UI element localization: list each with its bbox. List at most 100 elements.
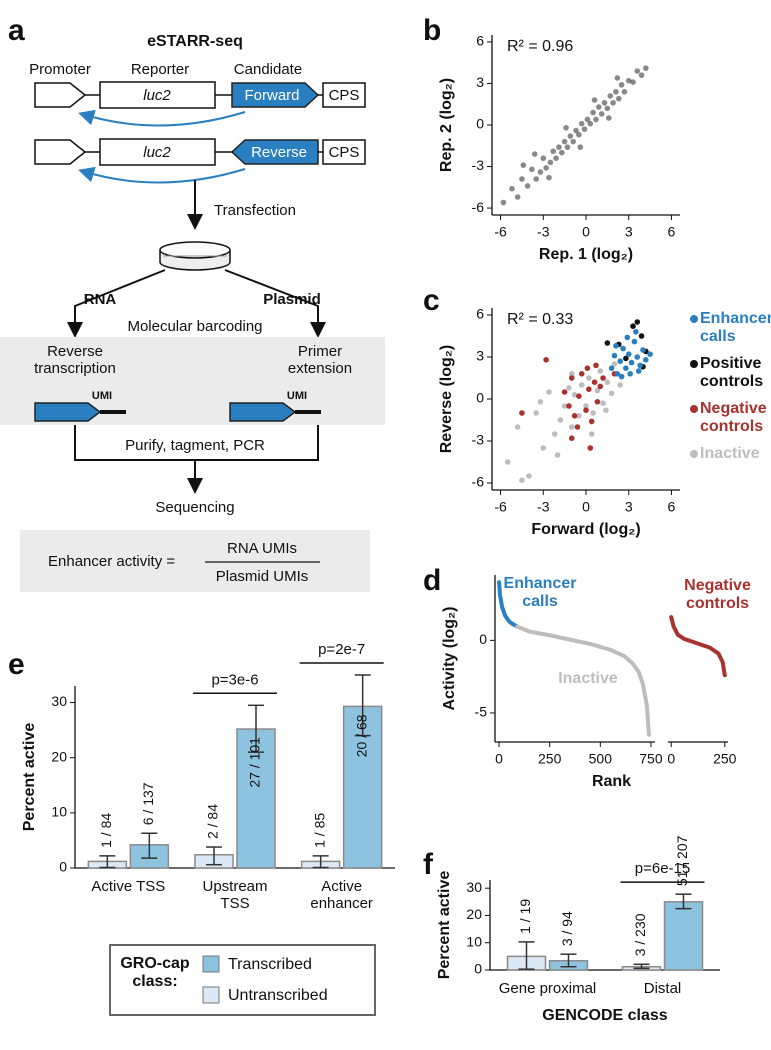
x-tick-label: Upstream TSS <box>202 878 268 913</box>
x-tick-label: 6 <box>668 499 676 515</box>
point <box>637 362 643 369</box>
point <box>553 155 559 162</box>
point <box>638 333 645 339</box>
branch-label: RNA <box>84 291 117 308</box>
point <box>529 166 535 173</box>
y-axis-label: Percent active <box>21 723 38 832</box>
point <box>594 399 601 405</box>
x-tick-label: Gene proximal <box>498 980 597 997</box>
point <box>577 144 584 150</box>
legend-label: Untranscribed <box>228 987 328 1004</box>
p-value: p=3e-6 <box>211 671 258 688</box>
legend-swatch <box>690 360 698 368</box>
point <box>617 382 623 388</box>
step-label: Transfection <box>214 202 296 219</box>
point <box>603 407 609 414</box>
point <box>537 399 544 405</box>
y-axis-label: Rep. 2 (log₂) <box>438 78 455 172</box>
legend-label: Positive controls <box>700 355 764 391</box>
point <box>597 383 604 390</box>
reporter <box>99 138 216 166</box>
point <box>540 445 547 451</box>
y-tick-label: 0 <box>476 116 484 132</box>
point <box>617 358 623 365</box>
cps <box>322 139 366 165</box>
promoter <box>34 82 87 108</box>
point <box>554 452 561 458</box>
point <box>583 407 589 414</box>
panel-label: b <box>423 14 441 47</box>
count-label: 1 / 85 <box>311 813 327 848</box>
point <box>586 375 592 381</box>
point <box>593 116 599 123</box>
point <box>556 144 562 150</box>
point <box>543 165 549 171</box>
point <box>643 357 649 363</box>
point <box>631 338 638 345</box>
legend-swatch <box>690 405 698 413</box>
point <box>519 477 525 484</box>
point <box>524 183 531 189</box>
count-label: 1 / 84 <box>98 813 114 848</box>
point <box>588 431 595 437</box>
label: Reporter <box>131 61 189 78</box>
point <box>604 340 611 346</box>
point <box>578 371 585 377</box>
point <box>621 88 628 95</box>
point <box>625 77 632 84</box>
orientation-label: Reverse <box>251 144 307 161</box>
cps <box>322 82 366 108</box>
point <box>590 109 596 116</box>
y-tick-label: 0 <box>59 859 67 875</box>
formula-denominator: Plasmid UMIs <box>216 568 309 585</box>
step-label: Sequencing <box>155 499 234 516</box>
legend-title: GRO-cap class: <box>120 955 190 991</box>
step-label: Purify, tagment, PCR <box>125 437 265 454</box>
rank-curve <box>669 615 727 678</box>
x-tick-label: -6 <box>494 224 507 240</box>
y-tick-label: -5 <box>475 704 488 720</box>
cps-label: CPS <box>329 144 360 161</box>
y-tick-label: 3 <box>476 348 484 364</box>
point <box>514 424 521 430</box>
point <box>591 97 598 103</box>
point <box>600 400 606 407</box>
y-tick-label: -3 <box>472 432 485 448</box>
x-tick-label: 250 <box>538 751 562 767</box>
point <box>561 138 568 145</box>
point <box>576 413 582 419</box>
count-label: 27 / 101 <box>247 737 263 788</box>
x-axis-label: Rank <box>592 773 631 790</box>
count-label: 20 / 68 <box>353 714 369 757</box>
point <box>571 392 578 398</box>
point <box>590 410 596 416</box>
point <box>568 435 575 442</box>
candidate-reverse <box>230 139 319 165</box>
panel-label: e <box>8 648 25 681</box>
point <box>576 131 582 138</box>
point <box>571 413 578 419</box>
x-tick-label: -3 <box>537 499 550 515</box>
p-value: p=6e-15 <box>635 860 690 877</box>
point <box>638 72 645 78</box>
legend-label: Negative controls <box>700 400 767 436</box>
x-tick-label: 0 <box>667 751 675 767</box>
y-tick-label: 10 <box>466 933 482 949</box>
panel-label: f <box>423 848 434 881</box>
x-tick-label: Active TSS <box>91 878 166 895</box>
construct-diagram: eSTARR-seq Promoter Reporter Candidate l… <box>0 33 385 592</box>
point <box>573 127 579 134</box>
point <box>550 148 557 155</box>
legend-box <box>109 944 376 1016</box>
series-label: Negative controls <box>684 577 751 613</box>
y-tick-label: 30 <box>51 693 67 709</box>
panel-label: d <box>423 564 441 597</box>
gene-label: luc2 <box>143 144 171 161</box>
umi-label: UMI <box>92 390 112 402</box>
p-value: p=2e-7 <box>318 641 365 658</box>
point <box>618 82 625 88</box>
count-label: 1 / 19 <box>517 899 533 934</box>
point <box>605 115 612 121</box>
